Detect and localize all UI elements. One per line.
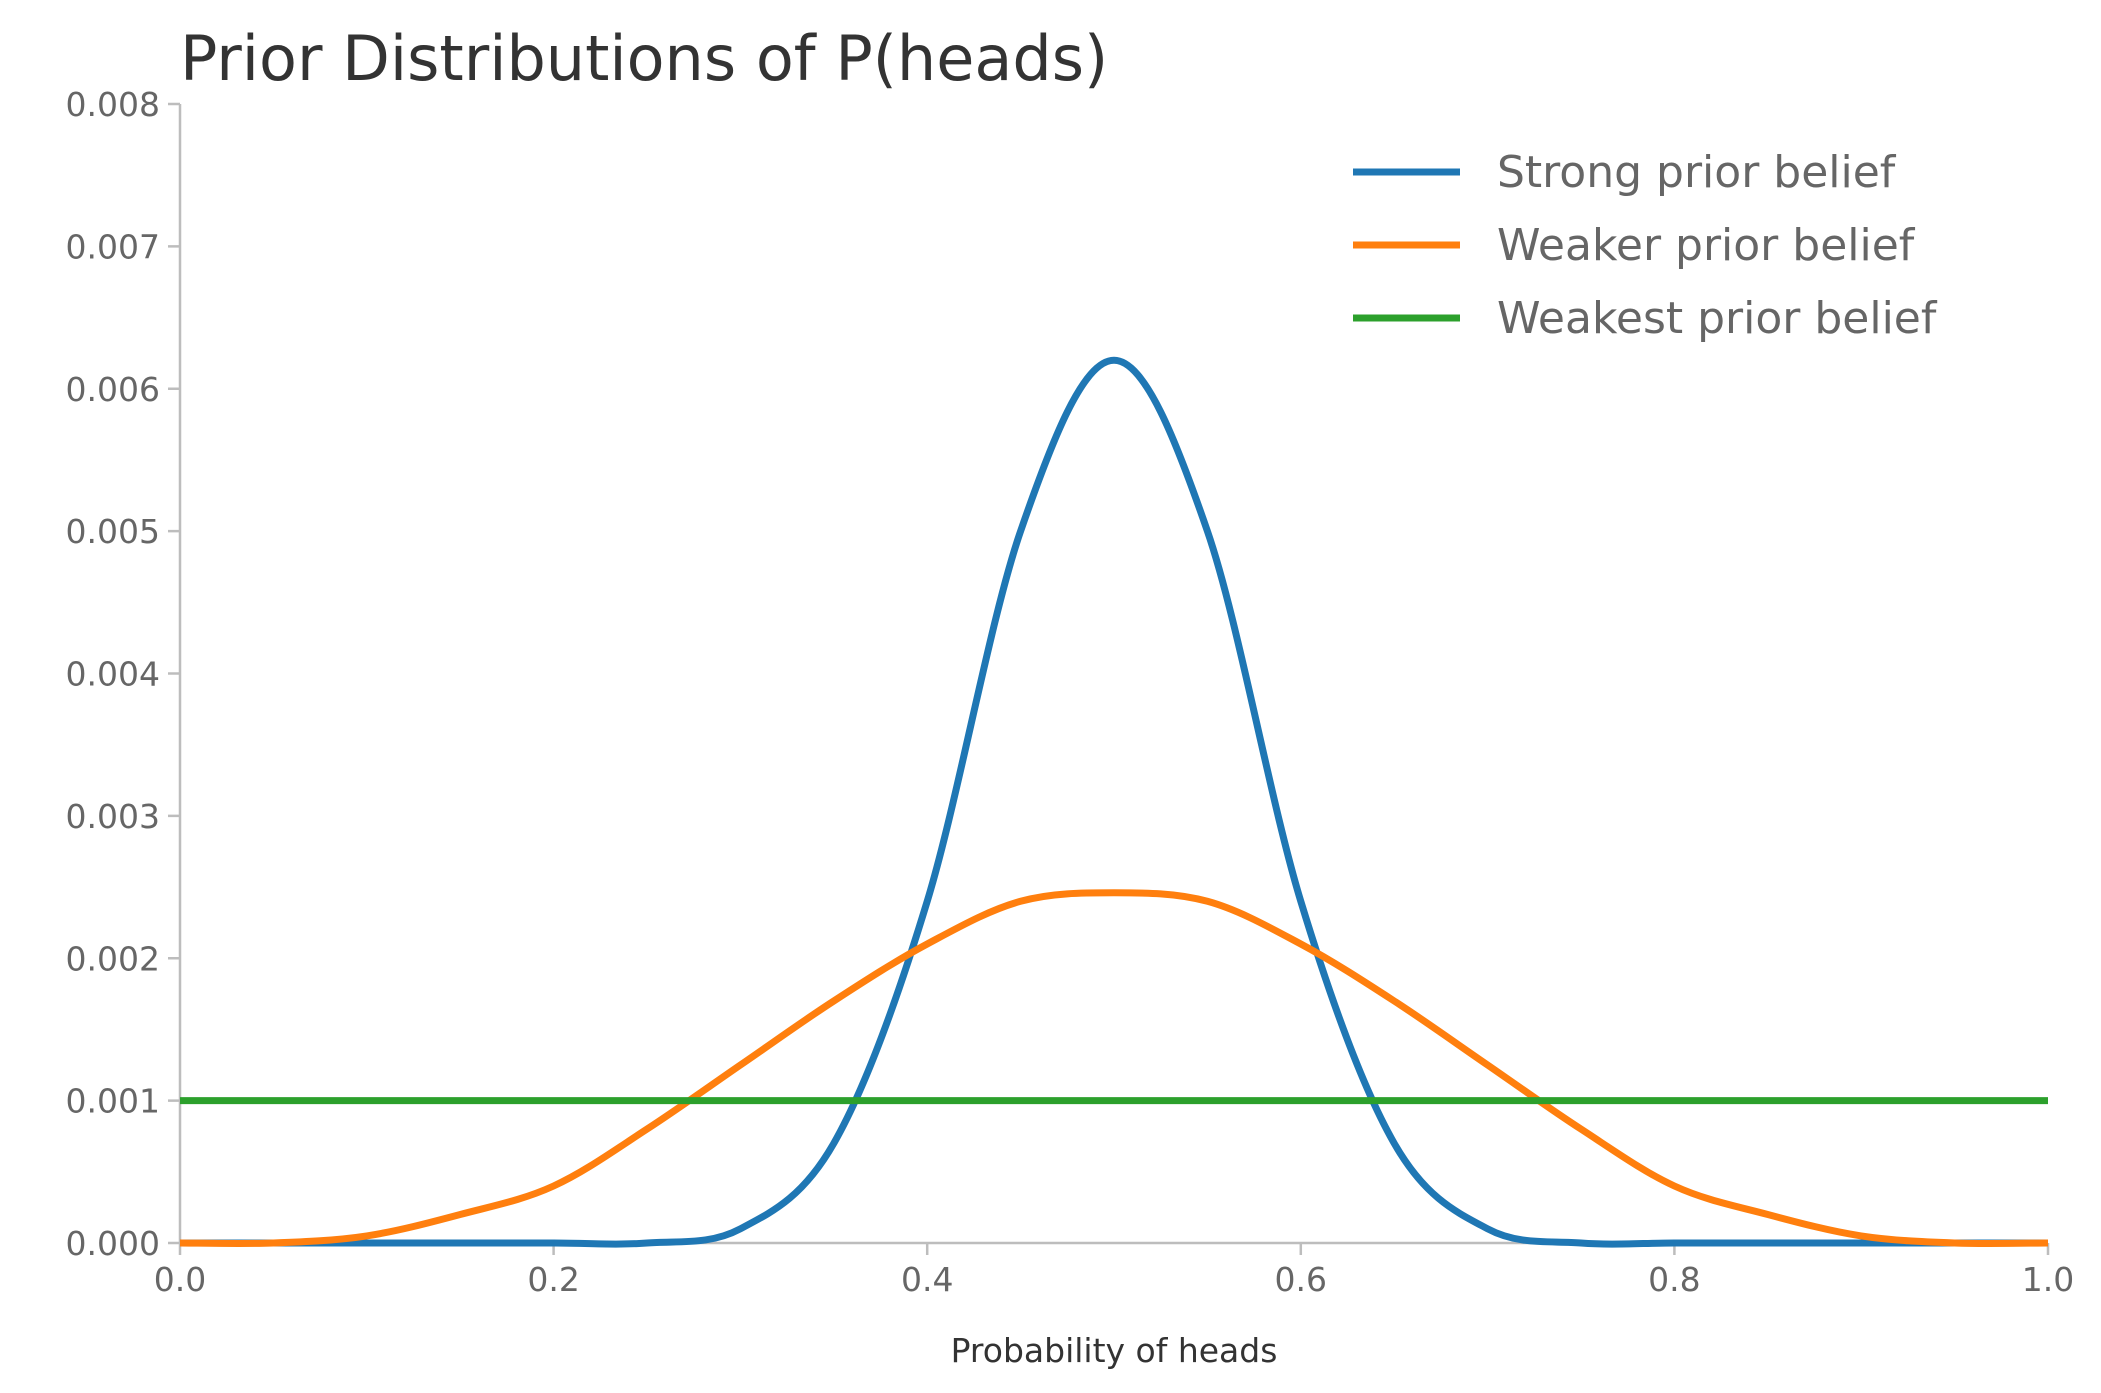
legend-label-1: Weaker prior belief (1497, 220, 1916, 271)
legend-label-2: Weakest prior belief (1497, 293, 1938, 344)
chart-title: Prior Distributions of P(heads) (180, 22, 1108, 95)
y-axis: 0.000 0.001 0.002 0.003 0.004 0.005 0.006 0.007… (66, 85, 182, 1263)
x-axis-label: Probability of heads (951, 1331, 1278, 1370)
y-tick-label: 0.001 (66, 1082, 160, 1121)
x-axis: 0.0 0.2 0.4 0.6 0.8 1.0 (154, 1241, 2074, 1299)
series-line-1 (179, 889, 2049, 1248)
y-tick-label: 0.002 (66, 939, 160, 978)
series-line-0 (179, 356, 2048, 1248)
x-tick-label: 1.0 (2022, 1260, 2074, 1299)
x-tick-label: 0.0 (154, 1260, 206, 1299)
series-layer (179, 356, 2049, 1248)
legend: Strong prior belief Weaker prior belief We… (1353, 147, 1938, 344)
x-tick-label: 0.2 (527, 1260, 579, 1299)
y-tick-label: 0.008 (66, 85, 160, 124)
y-tick-label: 0.000 (66, 1224, 160, 1263)
x-tick-label: 0.6 (1275, 1260, 1327, 1299)
legend-label-0: Strong prior belief (1497, 147, 1897, 198)
y-tick-label: 0.005 (66, 512, 160, 551)
x-tick-label: 0.4 (901, 1260, 953, 1299)
x-tick-label: 0.8 (1648, 1260, 1700, 1299)
y-tick-label: 0.007 (66, 227, 160, 266)
y-tick-label: 0.006 (66, 370, 160, 409)
y-tick-label: 0.003 (66, 797, 160, 836)
y-tick-label: 0.004 (66, 655, 160, 694)
